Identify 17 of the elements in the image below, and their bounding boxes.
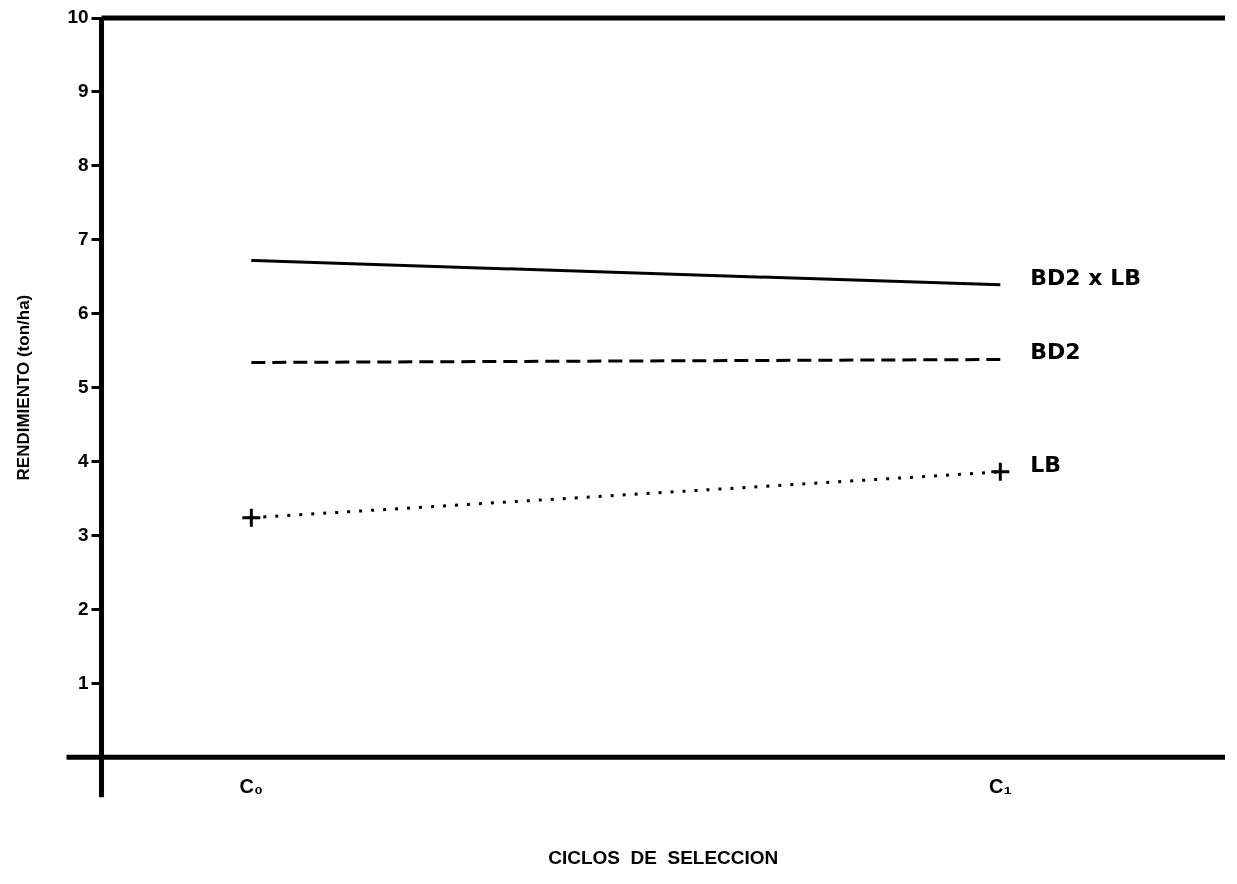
x-tick-label: C₁ <box>988 774 1012 797</box>
y-axis-title: RENDIMIENTO (ton/ha) <box>13 294 33 481</box>
y-tick-label: 6 <box>77 301 89 323</box>
series-label: BD2 <box>1030 339 1081 365</box>
series-label: LB <box>1030 451 1062 477</box>
y-tick-label: 5 <box>77 375 89 397</box>
y-tick-label: 7 <box>77 227 89 249</box>
y-tick-label: 4 <box>77 449 89 471</box>
y-tick-label: 3 <box>77 523 89 545</box>
y-tick-label: 10 <box>67 6 89 28</box>
y-tick-label: 9 <box>77 80 89 102</box>
y-tick-label: 1 <box>77 671 89 693</box>
series-label: BD2 x LB <box>1030 264 1141 290</box>
x-axis-title: CICLOS DE SELECCION <box>548 846 779 868</box>
y-tick-label: 2 <box>77 597 89 619</box>
y-tick-label: 8 <box>77 154 89 176</box>
x-tick-label: C₀ <box>239 774 264 797</box>
